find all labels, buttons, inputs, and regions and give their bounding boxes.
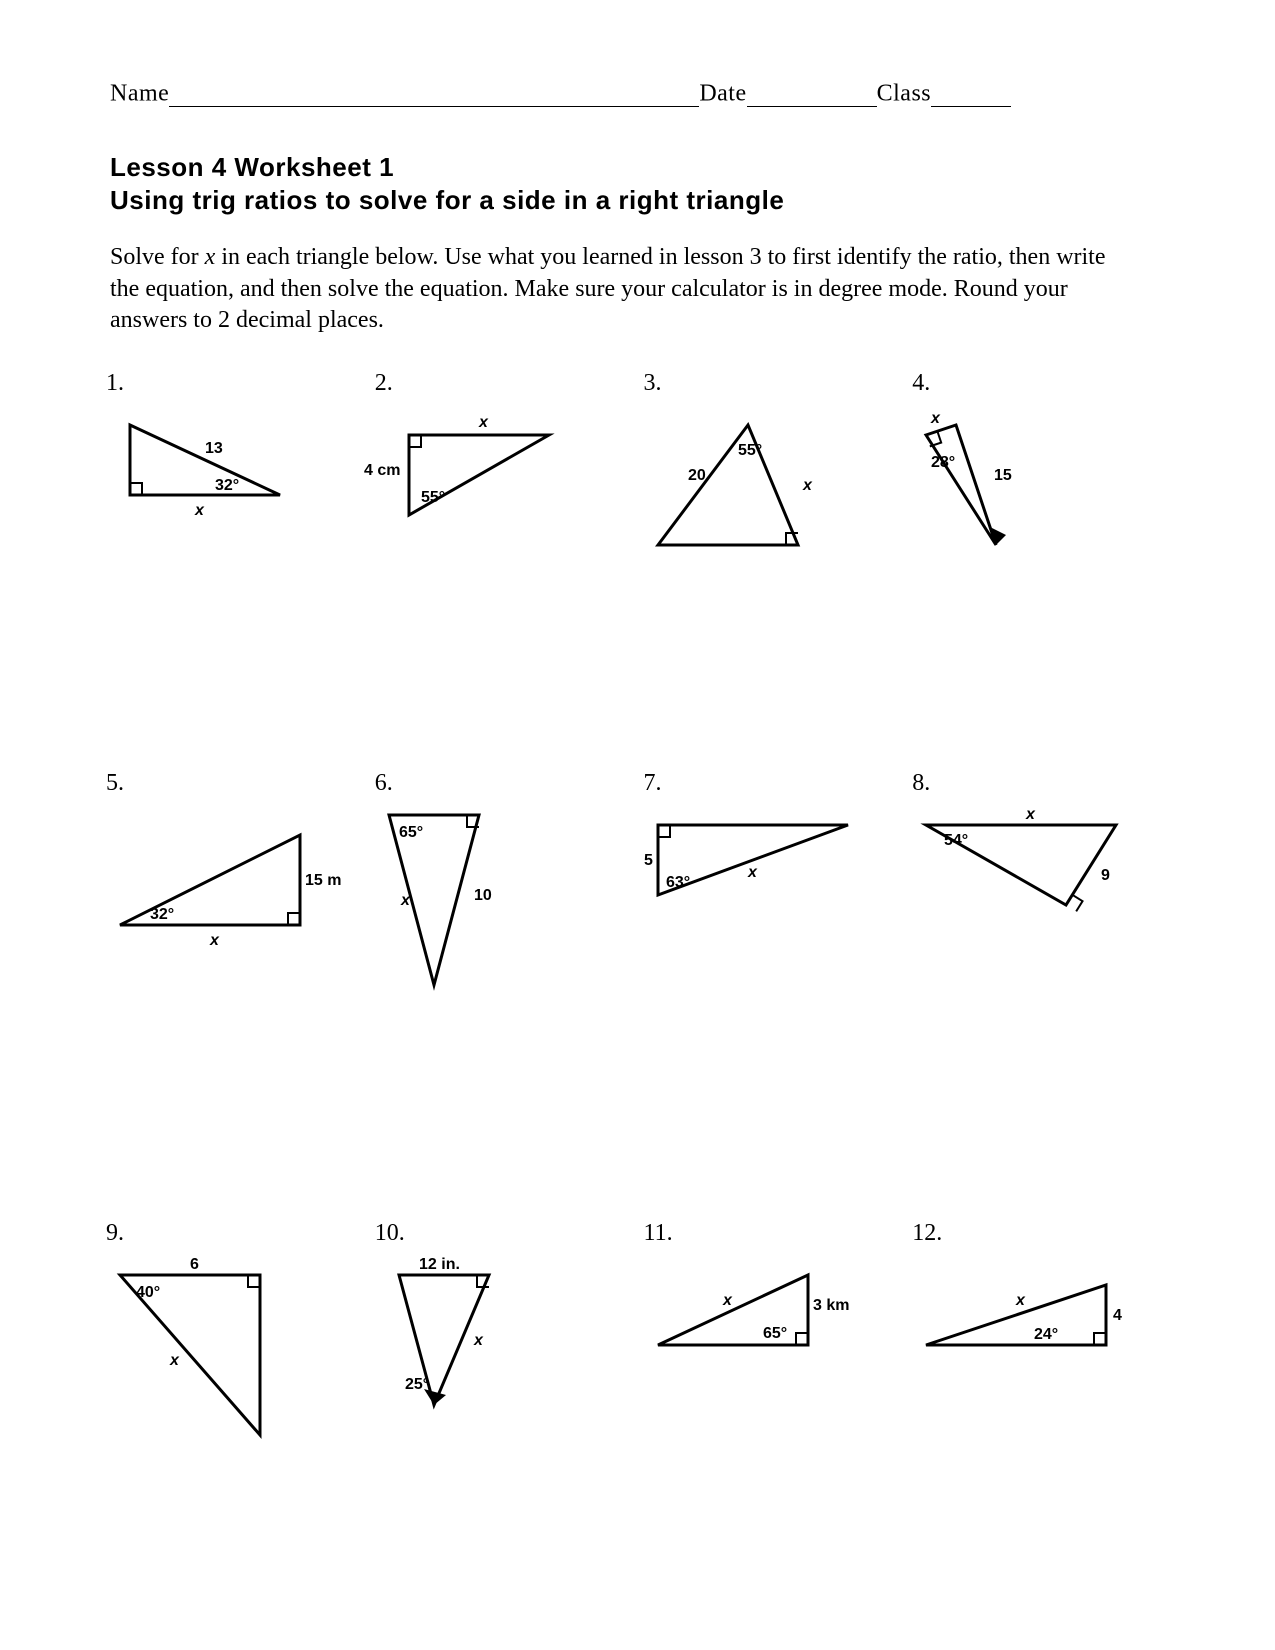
diagram-label: 15	[994, 467, 1012, 484]
problem-grid: 1.1332°x2.x4 cm55°3.2055°x4.x1528°5.15 m…	[110, 370, 1175, 1460]
diagram-label: 20	[688, 467, 706, 484]
diagram-label: x	[209, 932, 220, 949]
problem-number: 6.	[375, 770, 634, 797]
problem-cell: 8.54°x9	[916, 770, 1175, 1010]
diagram-label: 63°	[666, 874, 690, 891]
diagram-label: 6	[190, 1256, 199, 1273]
diagram-label: 55°	[738, 442, 762, 459]
diagram-label: 65°	[399, 824, 423, 841]
diagram-label: 24°	[1034, 1326, 1058, 1343]
title-line-2: Using trig ratios to solve for a side in…	[110, 184, 1175, 217]
problem-number: 8.	[912, 770, 1171, 797]
triangle-diagram: 65° x 10	[379, 805, 579, 1005]
diagram-label: x	[747, 864, 758, 881]
header-fields: Name Date Class	[110, 80, 1175, 107]
diagram-label: 12 in.	[419, 1256, 460, 1273]
diagram-label: 5	[644, 852, 653, 869]
date-label: Date	[699, 80, 746, 106]
triangle-diagram: 6 40° x	[110, 1255, 310, 1455]
problem-number: 10.	[375, 1220, 634, 1247]
problem-cell: 1.1332°x	[110, 370, 369, 560]
problem-cell: 9.640°x	[110, 1220, 369, 1460]
diagram-label: 32°	[150, 906, 174, 923]
problem-number: 1.	[106, 370, 365, 397]
problem-number: 2.	[375, 370, 634, 397]
diagram-label: 13	[205, 440, 223, 457]
problem-cell: 6.65°x10	[379, 770, 638, 1010]
diagram-label: x	[930, 410, 941, 427]
problem-number: 12.	[912, 1220, 1171, 1247]
name-blank[interactable]	[169, 80, 699, 107]
triangle-diagram: x 4 24°	[916, 1255, 1136, 1375]
diagram-label: x	[473, 1332, 484, 1349]
problem-cell: 11.x3 km65°	[648, 1220, 907, 1460]
triangle-diagram: 54° x 9	[916, 805, 1136, 925]
instr-part2: in each triangle below. Use what you lea…	[110, 244, 1106, 332]
triangle-diagram: x 15 28°	[916, 405, 1116, 555]
problem-number: 9.	[106, 1220, 365, 1247]
instr-var: x	[205, 244, 216, 270]
diagram-label: x	[478, 414, 489, 431]
diagram-label: 3 km	[813, 1297, 849, 1314]
problem-number: 7.	[644, 770, 903, 797]
diagram-label: 10	[474, 887, 492, 904]
class-label: Class	[877, 80, 932, 106]
diagram-label: x	[1025, 806, 1036, 823]
worksheet-page: Name Date Class Lesson 4 Worksheet 1 Using…	[0, 0, 1275, 1540]
triangle-diagram: 563°x	[648, 805, 868, 925]
date-blank[interactable]	[747, 80, 877, 107]
diagram-label: 55°	[421, 489, 445, 506]
problem-cell: 12.x424°	[916, 1220, 1175, 1460]
diagram-label: 15 m	[305, 872, 341, 889]
problem-number: 11.	[644, 1220, 903, 1247]
problem-cell: 7.563°x	[648, 770, 907, 1010]
diagram-label: x	[194, 502, 205, 519]
title-line-1: Lesson 4 Worksheet 1	[110, 151, 1175, 184]
diagram-label: 28°	[931, 454, 955, 471]
problem-cell: 4.x1528°	[916, 370, 1175, 560]
diagram-label: x	[1015, 1292, 1026, 1309]
diagram-label: 54°	[944, 832, 968, 849]
problem-cell: 2.x4 cm55°	[379, 370, 638, 560]
triangle-diagram: 12 in. x 25°	[379, 1255, 579, 1455]
triangle-diagram: 13 32° x	[110, 405, 310, 525]
diagram-label: 25°	[405, 1376, 429, 1393]
diagram-label: 40°	[136, 1284, 160, 1301]
worksheet-title: Lesson 4 Worksheet 1 Using trig ratios t…	[110, 151, 1175, 216]
problem-number: 3.	[644, 370, 903, 397]
diagram-label: x	[169, 1352, 180, 1369]
diagram-label: x	[722, 1292, 733, 1309]
problem-cell: 3.2055°x	[648, 370, 907, 560]
diagram-label: 32°	[215, 477, 239, 494]
diagram-label: x	[400, 892, 411, 909]
name-label: Name	[110, 80, 169, 106]
instr-part1: Solve for	[110, 244, 205, 270]
triangle-diagram: x4 cm55°	[379, 405, 579, 525]
problem-number: 4.	[912, 370, 1171, 397]
triangle-diagram: 20 55° x	[648, 405, 848, 555]
diagram-label: 65°	[763, 1325, 787, 1342]
diagram-label: 4	[1113, 1307, 1122, 1324]
instructions: Solve for x in each triangle below. Use …	[110, 242, 1120, 336]
problem-cell: 10.12 in.x25°	[379, 1220, 638, 1460]
class-blank[interactable]	[931, 80, 1011, 107]
triangle-diagram: 15 m32°x	[110, 805, 330, 945]
diagram-label: x	[802, 477, 813, 494]
problem-number: 5.	[106, 770, 365, 797]
triangle-diagram: x 3 km 65°	[648, 1255, 868, 1375]
diagram-label: 9	[1101, 867, 1110, 884]
diagram-label: 4 cm	[364, 462, 400, 479]
problem-cell: 5.15 m32°x	[110, 770, 369, 1010]
